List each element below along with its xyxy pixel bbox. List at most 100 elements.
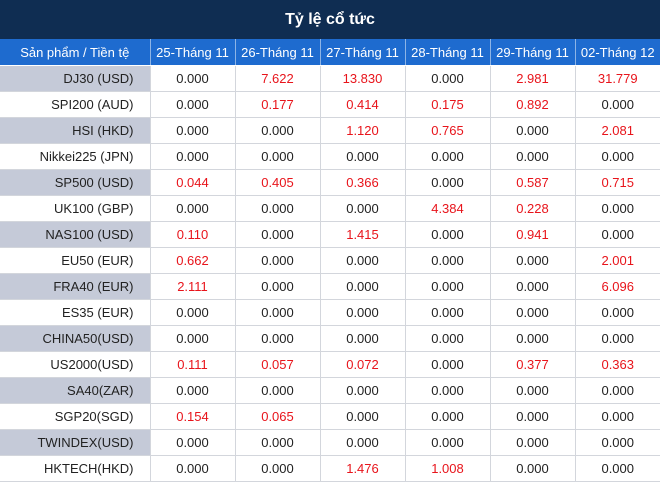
dividend-value-cell: 2.081 xyxy=(575,117,660,144)
table-row: FRA40 (EUR) 2.111 0.000 0.000 0.000 0.000 6.09… xyxy=(0,273,660,300)
table-row: HSI (HKD) 0.000 0.000 1.120 0.765 0.000 2.081 xyxy=(0,117,660,144)
dividend-value-cell: 0.000 xyxy=(490,377,576,404)
dividend-value-cell: 0.000 xyxy=(320,273,406,300)
dividend-value-cell: 0.072 xyxy=(320,351,406,378)
dividend-value-cell: 0.000 xyxy=(575,377,660,404)
column-header-date: 27-Tháng 11 xyxy=(320,39,406,66)
dividend-value-cell: 0.000 xyxy=(405,377,491,404)
dividend-value-cell: 0.000 xyxy=(150,455,236,482)
dividend-value-cell: 0.111 xyxy=(150,351,236,378)
dividend-value-cell: 0.000 xyxy=(150,65,236,92)
table-row: UK100 (GBP) 0.000 0.000 0.000 4.384 0.228 0.00… xyxy=(0,195,660,222)
table-row: EU50 (EUR) 0.662 0.000 0.000 0.000 0.000 2.001 xyxy=(0,247,660,274)
dividend-value-cell: 0.377 xyxy=(490,351,576,378)
dividend-value-cell: 6.096 xyxy=(575,273,660,300)
dividend-value-cell: 0.000 xyxy=(490,299,576,326)
dividend-value-cell: 1.008 xyxy=(405,455,491,482)
table-body: DJ30 (USD) 0.000 7.622 13.830 0.000 2.981 31.7… xyxy=(0,65,660,482)
column-header-date: 26-Tháng 11 xyxy=(235,39,321,66)
dividend-value-cell: 0.000 xyxy=(235,455,321,482)
dividend-value-cell: 0.000 xyxy=(405,299,491,326)
dividend-value-cell: 0.000 xyxy=(575,429,660,456)
dividend-value-cell: 0.000 xyxy=(575,91,660,118)
table-row: NAS100 (USD) 0.110 0.000 1.415 0.000 0.941 0.0… xyxy=(0,221,660,248)
dividend-value-cell: 0.000 xyxy=(490,117,576,144)
product-cell: HKTECH(HKD) xyxy=(0,455,151,482)
column-header-date: 02-Tháng 12 xyxy=(575,39,660,66)
dividend-value-cell: 0.000 xyxy=(405,247,491,274)
dividend-value-cell: 7.622 xyxy=(235,65,321,92)
dividend-value-cell: 0.000 xyxy=(235,325,321,352)
dividend-value-cell: 0.000 xyxy=(235,221,321,248)
dividend-value-cell: 0.000 xyxy=(235,273,321,300)
dividend-value-cell: 0.177 xyxy=(235,91,321,118)
product-cell: TWINDEX(USD) xyxy=(0,429,151,456)
dividend-value-cell: 0.000 xyxy=(150,325,236,352)
table-row: SA40(ZAR) 0.000 0.000 0.000 0.000 0.000 0.000 xyxy=(0,377,660,404)
dividend-value-cell: 0.414 xyxy=(320,91,406,118)
product-cell: SPI200 (AUD) xyxy=(0,91,151,118)
column-header-date: 25-Tháng 11 xyxy=(150,39,236,66)
dividend-value-cell: 0.000 xyxy=(405,169,491,196)
dividend-value-cell: 2.111 xyxy=(150,273,236,300)
table-row: ES35 (EUR) 0.000 0.000 0.000 0.000 0.000 0.000 xyxy=(0,299,660,326)
dividend-value-cell: 4.384 xyxy=(405,195,491,222)
product-cell: SA40(ZAR) xyxy=(0,377,151,404)
dividend-value-cell: 0.000 xyxy=(320,143,406,170)
dividend-value-cell: 0.000 xyxy=(575,195,660,222)
column-header-date: 29-Tháng 11 xyxy=(490,39,576,66)
dividend-value-cell: 0.000 xyxy=(235,247,321,274)
dividend-value-cell: 0.000 xyxy=(235,143,321,170)
dividend-value-cell: 0.000 xyxy=(320,377,406,404)
dividend-value-cell: 0.000 xyxy=(320,403,406,430)
table-row: SPI200 (AUD) 0.000 0.177 0.414 0.175 0.892 0.0… xyxy=(0,91,660,118)
product-cell: HSI (HKD) xyxy=(0,117,151,144)
dividend-value-cell: 0.228 xyxy=(490,195,576,222)
dividend-value-cell: 0.366 xyxy=(320,169,406,196)
dividend-value-cell: 0.000 xyxy=(575,221,660,248)
dividend-value-cell: 31.779 xyxy=(575,65,660,92)
dividend-value-cell: 0.000 xyxy=(150,195,236,222)
product-cell: SGP20(SGD) xyxy=(0,403,151,430)
dividend-value-cell: 0.000 xyxy=(405,403,491,430)
dividend-value-cell: 0.000 xyxy=(490,325,576,352)
product-cell: SP500 (USD) xyxy=(0,169,151,196)
column-header-date: 28-Tháng 11 xyxy=(405,39,491,66)
dividend-value-cell: 0.000 xyxy=(235,377,321,404)
dividend-value-cell: 0.000 xyxy=(320,429,406,456)
dividend-value-cell: 0.000 xyxy=(235,429,321,456)
dividend-value-cell: 0.000 xyxy=(575,403,660,430)
table-row: SP500 (USD) 0.044 0.405 0.366 0.000 0.587 0.71… xyxy=(0,169,660,196)
dividend-value-cell: 0.000 xyxy=(490,429,576,456)
dividend-value-cell: 0.405 xyxy=(235,169,321,196)
product-cell: FRA40 (EUR) xyxy=(0,273,151,300)
dividend-value-cell: 0.000 xyxy=(490,247,576,274)
dividend-value-cell: 0.000 xyxy=(405,273,491,300)
product-cell: DJ30 (USD) xyxy=(0,65,151,92)
dividend-value-cell: 0.000 xyxy=(575,143,660,170)
product-cell: US2000(USD) xyxy=(0,351,151,378)
dividend-value-cell: 0.110 xyxy=(150,221,236,248)
dividend-value-cell: 0.715 xyxy=(575,169,660,196)
dividend-value-cell: 0.662 xyxy=(150,247,236,274)
dividend-value-cell: 0.065 xyxy=(235,403,321,430)
header-row: Sản phẩm / Tiền tệ 25-Tháng 11 26-Tháng … xyxy=(0,39,660,66)
table-row: HKTECH(HKD) 0.000 0.000 1.476 1.008 0.000 0.00… xyxy=(0,455,660,482)
dividend-value-cell: 0.000 xyxy=(490,143,576,170)
table-row: US2000(USD) 0.111 0.057 0.072 0.000 0.377 0.36… xyxy=(0,351,660,378)
dividend-value-cell: 0.000 xyxy=(150,377,236,404)
dividend-value-cell: 0.000 xyxy=(150,143,236,170)
table-row: CHINA50(USD) 0.000 0.000 0.000 0.000 0.000 0.0… xyxy=(0,325,660,352)
dividend-value-cell: 0.000 xyxy=(575,325,660,352)
dividend-value-cell: 0.000 xyxy=(320,325,406,352)
product-cell: NAS100 (USD) xyxy=(0,221,151,248)
panel-title: Tỷ lệ cổ tức xyxy=(0,0,660,39)
dividend-value-cell: 0.000 xyxy=(405,143,491,170)
dividend-value-cell: 0.363 xyxy=(575,351,660,378)
dividend-value-cell: 13.830 xyxy=(320,65,406,92)
product-cell: UK100 (GBP) xyxy=(0,195,151,222)
dividend-value-cell: 0.057 xyxy=(235,351,321,378)
dividend-value-cell: 0.000 xyxy=(405,351,491,378)
table-row: Nikkei225 (JPN) 0.000 0.000 0.000 0.000 0.000… xyxy=(0,143,660,170)
